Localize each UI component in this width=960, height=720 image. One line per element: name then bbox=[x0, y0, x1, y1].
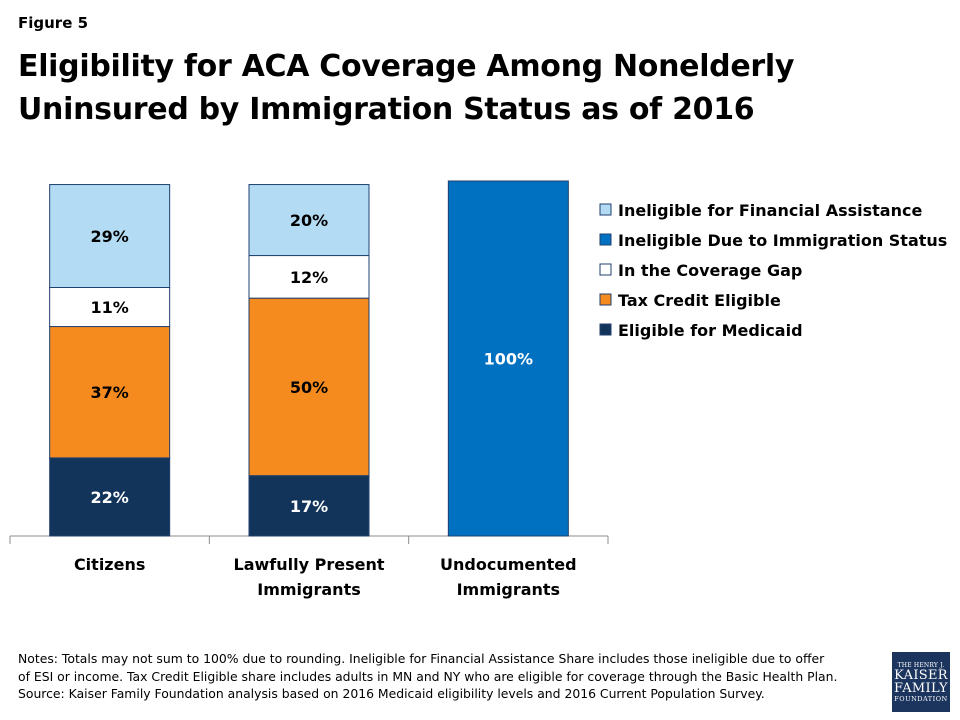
legend-swatch bbox=[599, 323, 612, 336]
legend-swatch bbox=[599, 293, 612, 306]
logo-line-1: THE HENRY J. bbox=[897, 661, 945, 669]
bar-segment-ineligible-due-to-immigration-status bbox=[447, 180, 569, 537]
x-tick-label: Immigrants bbox=[257, 580, 360, 599]
x-tick-label: Lawfully Present bbox=[234, 555, 385, 574]
data-label: 11% bbox=[91, 298, 129, 317]
bar-segment-ineligible-for-financial-assistance bbox=[248, 184, 370, 257]
data-label: 20% bbox=[290, 211, 328, 230]
bar-segment-eligible-for-medicaid bbox=[248, 475, 370, 537]
x-tick-label: Immigrants bbox=[457, 580, 560, 599]
bar-segment-in-the-coverage-gap bbox=[248, 255, 370, 299]
data-label: 37% bbox=[91, 383, 129, 402]
legend-swatch bbox=[599, 233, 612, 246]
data-label: 17% bbox=[290, 497, 328, 516]
bar-segment-eligible-for-medicaid bbox=[49, 457, 171, 537]
notes-line-2: of ESI or income. Tax Credit Eligible sh… bbox=[18, 668, 838, 684]
legend-label: Tax Credit Eligible bbox=[618, 291, 781, 310]
notes: Notes: Totals may not sum to 100% due to… bbox=[18, 650, 888, 703]
source-line: Source: Kaiser Family Foundation analysi… bbox=[18, 686, 765, 701]
x-tick-label: Undocumented bbox=[440, 555, 577, 574]
bar-segment-tax-credit-eligible bbox=[248, 297, 370, 477]
legend-label: In the Coverage Gap bbox=[618, 261, 802, 280]
notes-line-1: Notes: Totals may not sum to 100% due to… bbox=[18, 651, 825, 666]
legend-swatch bbox=[599, 263, 612, 276]
logo-line-3: FAMILY bbox=[894, 680, 948, 696]
data-label: 29% bbox=[91, 227, 129, 246]
bar-segment-ineligible-for-financial-assistance bbox=[49, 184, 171, 288]
bar-segment-tax-credit-eligible bbox=[49, 326, 171, 459]
figure-label: Figure 5 bbox=[18, 14, 89, 32]
legend-label: Eligible for Medicaid bbox=[618, 321, 803, 340]
legend-label: Ineligible for Financial Assistance bbox=[618, 201, 922, 220]
data-label: 12% bbox=[290, 268, 328, 287]
logo-line-4: FOUNDATION bbox=[894, 694, 948, 703]
x-tick-label: Citizens bbox=[74, 555, 145, 574]
bar-segment-in-the-coverage-gap bbox=[49, 287, 171, 328]
data-label: 100% bbox=[484, 350, 533, 369]
kff-logo: THE HENRY J. KAISER FAMILY FOUNDATION bbox=[892, 652, 950, 712]
stacked-bar-chart: 22% 37% 11% 29% Citizens 17% 50% 12% 20% Lawfully… bbox=[9, 180, 947, 599]
data-label: 50% bbox=[290, 378, 328, 397]
data-label: 22% bbox=[91, 488, 129, 507]
legend-label: Ineligible Due to Immigration Status bbox=[618, 231, 947, 250]
legend-swatch bbox=[599, 203, 612, 216]
logo-line-2: KAISER bbox=[894, 667, 948, 683]
chart-title: Eligibility for ACA Coverage Among Nonel… bbox=[18, 49, 795, 127]
